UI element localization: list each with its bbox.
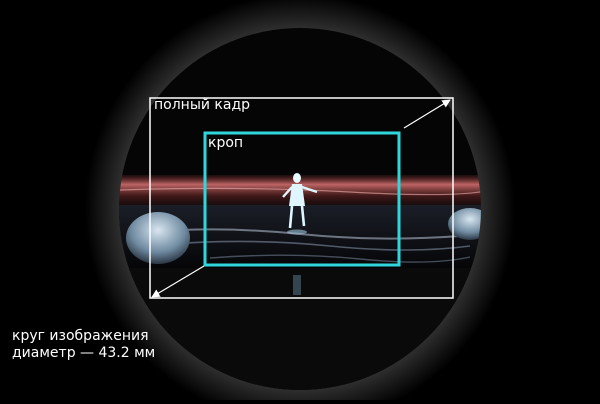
left-rock xyxy=(126,212,190,264)
image-circle xyxy=(119,28,481,390)
person-figure xyxy=(282,173,318,235)
full-frame-label: полный кадр xyxy=(154,97,251,113)
full-frame-rectangle xyxy=(149,97,454,299)
crop-rectangle xyxy=(203,131,401,267)
image-circle-caption-line2: диаметр — 43.2 мм xyxy=(12,345,156,361)
image-circle-caption: круг изображения диаметр — 43.2 мм xyxy=(12,328,155,362)
right-rock xyxy=(448,208,481,240)
crop-label: кроп xyxy=(208,135,244,151)
diagonal-arrow-top-right xyxy=(403,99,451,129)
diagonal-arrow-bottom-left xyxy=(151,265,205,298)
image-circle-caption-line1: круг изображения xyxy=(12,328,149,344)
figure-reflection xyxy=(293,275,301,295)
